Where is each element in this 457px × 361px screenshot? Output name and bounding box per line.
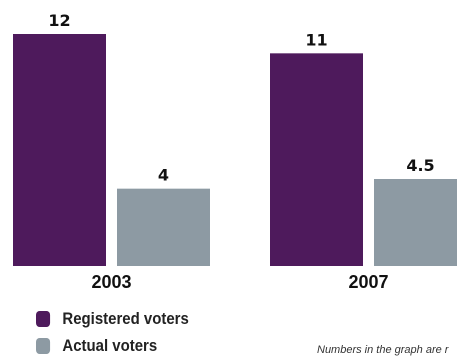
legend-label-actual-voters: Actual voters [62,336,158,355]
legend-item-registered-voters: Registered voters [36,309,189,329]
bar-actual-voters-2003 [117,188,210,266]
footnote: Numbers in the graph are r [317,344,449,356]
data-label-actual-voters-2003: 4 [158,166,169,185]
legend-swatch-registered-voters [36,311,51,327]
bar-registered-voters-2007 [270,53,363,267]
data-label-registered-voters-2007: 11 [305,30,327,49]
category-label-2007: 2007 [348,272,388,292]
legend-swatch-actual-voters [36,338,51,354]
legend-item-actual-voters: Actual voters [36,336,157,356]
data-label-actual-voters-2007: 4.5 [406,156,434,175]
bar-registered-voters-2003 [13,34,106,266]
legend-label-registered-voters: Registered voters [62,309,189,328]
category-label-2003: 2003 [91,272,131,292]
data-label-registered-voters-2003: 12 [48,11,70,30]
bar-actual-voters-2007 [374,179,457,266]
